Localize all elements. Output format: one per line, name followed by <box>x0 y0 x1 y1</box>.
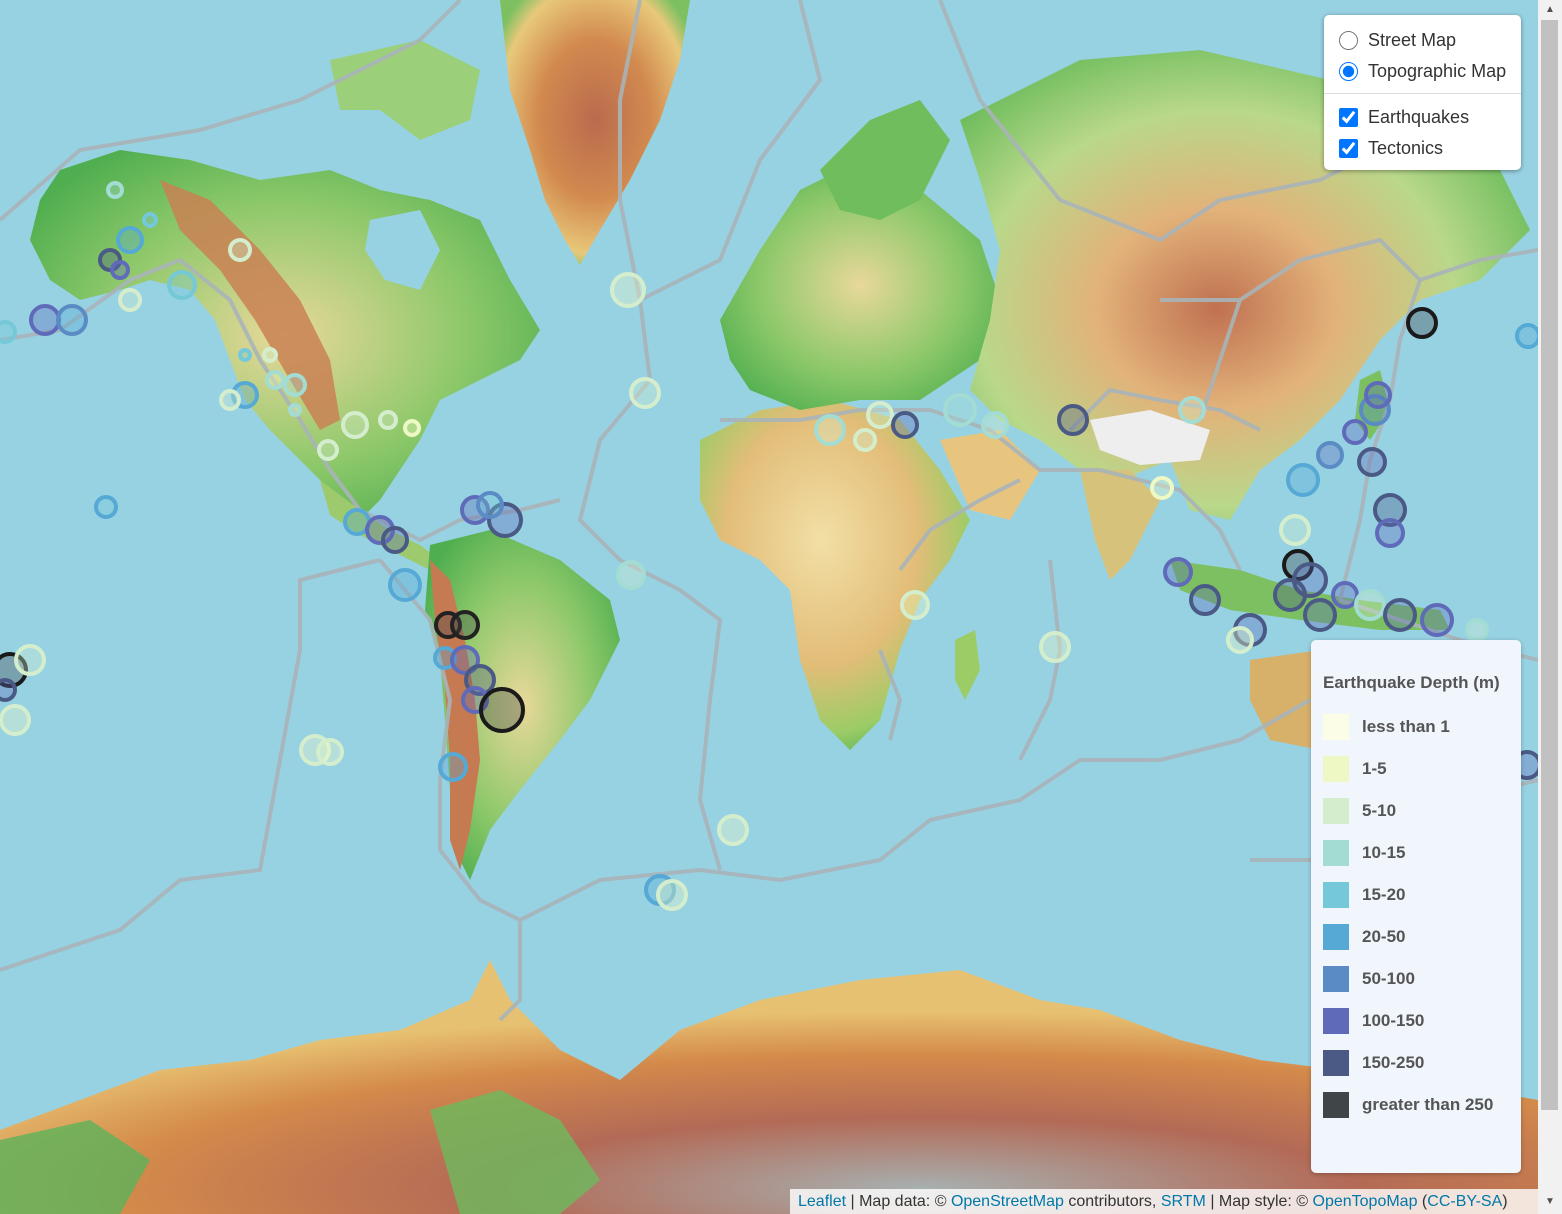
legend-item: 20-50 <box>1323 923 1405 951</box>
tectonics-label: Tectonics <box>1368 138 1444 158</box>
scrollbar-thumb[interactable] <box>1541 20 1558 1110</box>
india <box>1080 470 1160 580</box>
legend-swatch <box>1323 798 1349 824</box>
scroll-down-arrow-icon[interactable]: ▼ <box>1545 1196 1555 1207</box>
legend-label: 1-5 <box>1362 759 1387 778</box>
earthquakes-checkbox[interactable] <box>1339 108 1358 127</box>
legend-item: less than 1 <box>1323 713 1450 741</box>
layer-separator <box>1324 93 1521 94</box>
layer-control: Street Map Topographic Map Earthquakes T… <box>1324 15 1521 170</box>
depth-legend: Earthquake Depth (m) less than 1 1-5 5-10 1… <box>1311 640 1521 1173</box>
attribution-text-2: contributors, <box>1063 1193 1161 1210</box>
legend-swatch <box>1323 924 1349 950</box>
opentopomap-link[interactable]: OpenTopoMap <box>1312 1193 1418 1210</box>
legend-label: 20-50 <box>1362 927 1406 946</box>
attribution: Leaflet | Map data: © OpenStreetMap cont… <box>790 1189 1538 1214</box>
legend-label: less than 1 <box>1362 717 1450 736</box>
legend-item: 1-5 <box>1323 755 1387 783</box>
overlay-tectonics[interactable]: Tectonics <box>1324 133 1521 164</box>
legend-swatch <box>1323 756 1349 782</box>
earthquake-markers <box>0 181 1538 911</box>
legend-label: 15-20 <box>1362 885 1406 904</box>
legend-item: 50-100 <box>1323 965 1415 993</box>
legend-swatch <box>1323 882 1349 908</box>
legend-title: Earthquake Depth (m) <box>1323 673 1500 692</box>
topographic-map-radio[interactable] <box>1339 62 1358 81</box>
legend-item: 10-15 <box>1323 839 1405 867</box>
legend-swatch <box>1323 1092 1349 1118</box>
antarctic-coast-green <box>0 1120 150 1214</box>
legend-label: 150-250 <box>1362 1053 1425 1072</box>
legend-item: 150-250 <box>1323 1049 1424 1077</box>
legend-item: greater than 250 <box>1323 1091 1493 1119</box>
legend-label: 50-100 <box>1362 969 1415 988</box>
antarctica-landmass <box>0 960 1538 1214</box>
leaflet-link[interactable]: Leaflet <box>798 1193 847 1210</box>
attribution-text-5: ) <box>1502 1193 1508 1210</box>
legend-label: 5-10 <box>1362 801 1397 820</box>
legend-item: 15-20 <box>1323 881 1405 909</box>
attribution-text-1: | Map data: © <box>846 1193 951 1210</box>
greenland-landmass <box>500 0 690 265</box>
legend-swatch <box>1323 840 1349 866</box>
attribution-text-3: | Map style: © <box>1205 1193 1313 1210</box>
hudson-bay <box>365 210 440 290</box>
antarctic-coast-green-2 <box>430 1090 600 1214</box>
scandinavia <box>820 100 950 220</box>
earthquakes-label: Earthquakes <box>1368 107 1470 127</box>
africa-landmass <box>700 400 970 750</box>
legend-label: 100-150 <box>1362 1011 1425 1030</box>
legend-swatch <box>1323 1008 1349 1034</box>
street-map-radio[interactable] <box>1339 31 1358 50</box>
legend-label: greater than 250 <box>1362 1095 1494 1114</box>
legend-swatch <box>1323 966 1349 992</box>
base-layer-topographic[interactable]: Topographic Map <box>1324 56 1521 87</box>
scroll-up-arrow-icon[interactable]: ▲ <box>1545 4 1555 15</box>
tectonics-checkbox[interactable] <box>1339 139 1358 158</box>
legend-item: 5-10 <box>1323 797 1396 825</box>
openstreetmap-link[interactable]: OpenStreetMap <box>950 1193 1064 1210</box>
legend-item: 100-150 <box>1323 1007 1424 1035</box>
attribution-text-4: ( <box>1417 1193 1428 1210</box>
legend-swatch <box>1323 1050 1349 1076</box>
topographic-map-label: Topographic Map <box>1368 61 1507 81</box>
central-america <box>320 480 440 570</box>
srtm-link[interactable]: SRTM <box>1160 1193 1206 1210</box>
legend-swatch <box>1323 714 1349 740</box>
cc-by-sa-link[interactable]: CC-BY-SA <box>1427 1193 1503 1210</box>
tibetan-plateau <box>1090 410 1210 465</box>
europe-landmass <box>720 160 1000 410</box>
legend-label: 10-15 <box>1362 843 1406 862</box>
base-layer-street[interactable]: Street Map <box>1324 25 1521 56</box>
rocky-mountains <box>160 180 340 430</box>
madagascar <box>955 630 980 700</box>
street-map-label: Street Map <box>1368 30 1457 50</box>
overlay-earthquakes[interactable]: Earthquakes <box>1324 102 1521 133</box>
